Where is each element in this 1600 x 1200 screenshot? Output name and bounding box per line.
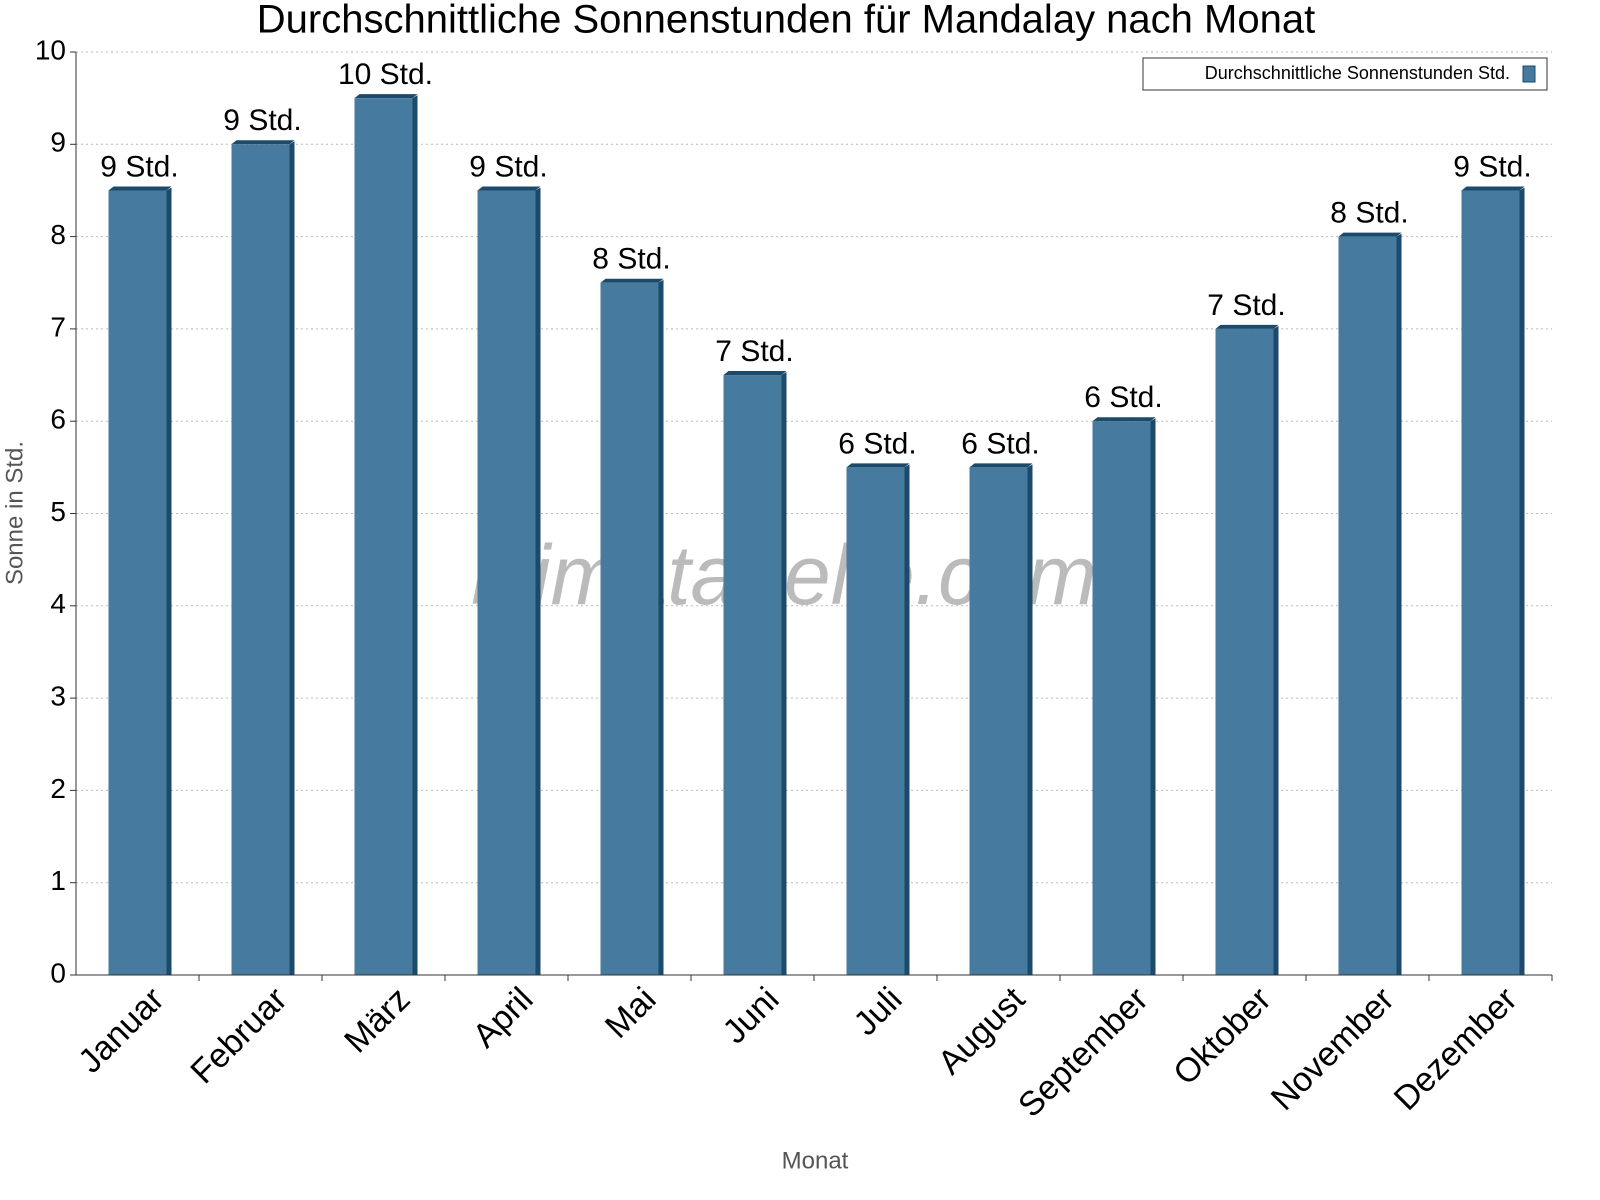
bar	[969, 467, 1028, 975]
x-tick-label: Februar	[183, 980, 294, 1091]
y-tick-label: 8	[50, 219, 66, 250]
bar-side	[1273, 325, 1279, 975]
bar-top	[1215, 324, 1279, 329]
bar-side	[658, 279, 664, 975]
x-tick-label: Oktober	[1166, 980, 1278, 1092]
bar	[1461, 190, 1520, 975]
bar-side	[904, 464, 910, 975]
bar-top	[846, 463, 910, 468]
bar	[231, 144, 290, 976]
legend-label: Durchschnittliche Sonnenstunden Std.	[1205, 63, 1510, 83]
bar-side	[412, 95, 418, 975]
bar	[354, 98, 413, 975]
x-tick-label: März	[337, 980, 417, 1060]
bar-top	[600, 278, 664, 283]
y-tick-label: 9	[50, 127, 66, 158]
value-label: 9 Std.	[1453, 150, 1531, 183]
x-tick-label: April	[466, 980, 541, 1055]
bar-top	[1338, 232, 1402, 237]
bar-side	[1150, 418, 1156, 975]
bar-side	[1027, 464, 1033, 975]
bar	[1215, 328, 1274, 975]
value-label: 9 Std.	[223, 104, 301, 137]
bar-side	[166, 187, 172, 975]
x-axis-label: Monat	[782, 1147, 849, 1174]
chart-title: Durchschnittliche Sonnenstunden für Mand…	[257, 0, 1315, 42]
bar	[477, 190, 536, 975]
bar-side	[1519, 187, 1525, 975]
x-tick-label: September	[1011, 980, 1155, 1124]
bar-top	[231, 140, 295, 145]
bar-top	[477, 186, 541, 191]
legend-box	[1142, 57, 1548, 91]
bar-side	[289, 141, 295, 976]
value-label: 8 Std.	[1330, 197, 1408, 230]
bar	[108, 190, 167, 975]
bar	[1338, 236, 1397, 976]
y-tick-label: 2	[50, 773, 66, 804]
value-label: 6 Std.	[961, 427, 1039, 460]
bar-top	[354, 94, 418, 99]
y-tick-label: 10	[35, 34, 66, 65]
value-label: 9 Std.	[100, 150, 178, 183]
bar-top	[1461, 186, 1525, 191]
bar	[600, 282, 659, 975]
y-tick-label: 6	[50, 404, 66, 435]
bar	[723, 375, 782, 975]
bar-side	[535, 187, 541, 975]
value-label: 7 Std.	[1207, 289, 1285, 322]
y-tick-label: 4	[50, 588, 66, 619]
y-tick-label: 3	[50, 680, 66, 711]
x-tick-label: Januar	[71, 980, 171, 1080]
x-tick-label: August	[931, 980, 1033, 1082]
bar-top	[108, 186, 172, 191]
y-tick-label: 1	[50, 865, 66, 896]
bar	[846, 467, 905, 975]
y-axis-label: Sonne in Std.	[1, 441, 28, 585]
value-label: 6 Std.	[838, 427, 916, 460]
bar	[1092, 421, 1151, 975]
x-tick-label: Juli	[847, 980, 910, 1043]
legend-swatch	[1522, 65, 1536, 83]
x-tick-label: Dezember	[1387, 980, 1525, 1118]
y-tick-label: 0	[50, 957, 66, 988]
bar-top	[1092, 417, 1156, 422]
bar-top	[969, 463, 1033, 468]
x-tick-label: Mai	[598, 980, 664, 1046]
x-tick-label: Juni	[716, 980, 787, 1051]
value-label: 6 Std.	[1084, 381, 1162, 414]
x-tick-label: November	[1264, 980, 1402, 1118]
value-label: 9 Std.	[469, 150, 547, 183]
value-label: 10 Std.	[338, 58, 433, 91]
y-tick-label: 5	[50, 496, 66, 527]
value-label: 7 Std.	[715, 335, 793, 368]
value-label: 8 Std.	[592, 243, 670, 276]
y-tick-label: 7	[50, 311, 66, 342]
bar-top	[723, 371, 787, 376]
bar-side	[781, 372, 787, 975]
bar-side	[1396, 233, 1402, 976]
